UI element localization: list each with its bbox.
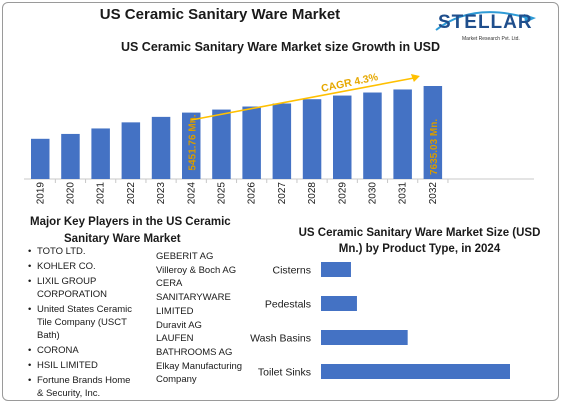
player-item: Villeroy & Boch AG: [156, 264, 237, 276]
cagr-arrow-head-icon: [410, 74, 420, 82]
key-players-heading-line2: Sanitary Ware Market: [64, 233, 181, 245]
bar-2021: [91, 128, 110, 179]
category-label-wash-basins: Wash Basins: [250, 333, 311, 345]
x-tick-label-2024: 2024: [186, 182, 197, 205]
player-item: Fortune Brands Home & Security, Inc.: [28, 374, 138, 400]
x-tick-label-2019: 2019: [35, 182, 46, 205]
x-tick-label-2025: 2025: [216, 182, 227, 205]
logo-wordmark: STELLAR: [438, 12, 533, 33]
bar-2025: [212, 109, 231, 179]
bar-2027: [272, 103, 292, 179]
bar-2023: [151, 116, 171, 179]
bar-2019: [31, 138, 50, 179]
player-item: HSIL LIMITED: [28, 359, 138, 372]
x-tick-label-2029: 2029: [337, 182, 348, 205]
key-players-heading: Major Key Players in the US Ceramic Sani…: [30, 214, 240, 248]
data-label-2024: 5451.76 Mn.: [187, 114, 198, 170]
bar-toilet-sinks: [321, 364, 510, 379]
player-item: Duravit AG: [156, 319, 202, 331]
category-label-cisterns: Cisterns: [272, 265, 311, 277]
x-tick-label-2032: 2032: [428, 182, 439, 205]
logo-swoosh-icon: [435, 11, 536, 31]
key-players-list-left: TOTO LTD. KOHLER CO. LIXIL GROUP CORPORA…: [28, 245, 138, 402]
page-title: US Ceramic Sanitary Ware Market: [99, 6, 341, 23]
stellar-logo: STELLAR Market Research Pvt. Ltd.: [432, 8, 544, 48]
growth-bar-chart: 2019 2020 2021 2022 2023 2024 2025 2026 2027 2028…: [24, 71, 534, 205]
bar-2029: [333, 95, 352, 179]
x-tick-label-2030: 2030: [367, 182, 378, 205]
bar-2028: [302, 99, 322, 179]
player-item: Elkay Manufacturing Company: [156, 360, 243, 386]
player-item: United States Ceramic Tile Company (USCT…: [28, 303, 138, 342]
bar-2031: [393, 89, 412, 179]
player-item: LAUFEN BATHROOMS AG: [156, 333, 233, 358]
bar-wash-basins: [321, 330, 408, 345]
bar-2020: [61, 133, 80, 179]
key-players-heading-line1: Major Key Players in the US Ceramic: [30, 216, 231, 228]
product-type-chart-title-line1: US Ceramic Sanitary Ware Market Size (US…: [298, 227, 541, 239]
data-label-2032: 7635.03 Mn.: [429, 119, 440, 175]
logo-subtitle: Market Research Pvt. Ltd.: [462, 36, 520, 42]
x-tick-label-2020: 2020: [65, 182, 76, 205]
cagr-arrow-line: [191, 77, 415, 121]
x-tick-label-2031: 2031: [398, 182, 409, 205]
bar-2024: [182, 112, 201, 179]
x-tick-label-2027: 2027: [277, 182, 288, 205]
key-players-list-right: GEBERIT AG Villeroy & Boch AG CERA SANIT…: [156, 250, 256, 387]
player-item: LIXIL GROUP CORPORATION: [28, 275, 138, 301]
bar-2030: [363, 92, 382, 179]
x-tick-label-2026: 2026: [247, 182, 258, 205]
player-item: CORONA: [28, 344, 138, 357]
product-type-chart-title: US Ceramic Sanitary Ware Market Size (US…: [292, 225, 547, 257]
x-tick-label-2023: 2023: [156, 182, 167, 205]
bar-pedestals: [321, 296, 357, 311]
x-tick-label-2021: 2021: [96, 182, 107, 205]
bar-cisterns: [321, 262, 351, 277]
category-label-pedestals: Pedestals: [265, 299, 311, 311]
x-tick-label-2028: 2028: [307, 182, 318, 205]
growth-chart-title: US Ceramic Sanitary Ware Market size Gro…: [120, 40, 441, 54]
category-label-toilet-sinks: Toilet Sinks: [258, 367, 311, 379]
player-item: KOHLER CO.: [28, 260, 138, 273]
bar-2026: [242, 106, 261, 179]
player-item: CERA SANITARYWARE LIMITED: [156, 278, 231, 317]
bar-2022: [121, 122, 141, 179]
bar-2032: [423, 86, 443, 179]
product-type-chart-title-line2: Mn.) by Product Type, in 2024: [338, 243, 501, 255]
x-tick-label-2022: 2022: [126, 182, 137, 205]
player-item: TOTO LTD.: [28, 245, 138, 258]
player-item: GEBERIT AG: [156, 251, 214, 262]
